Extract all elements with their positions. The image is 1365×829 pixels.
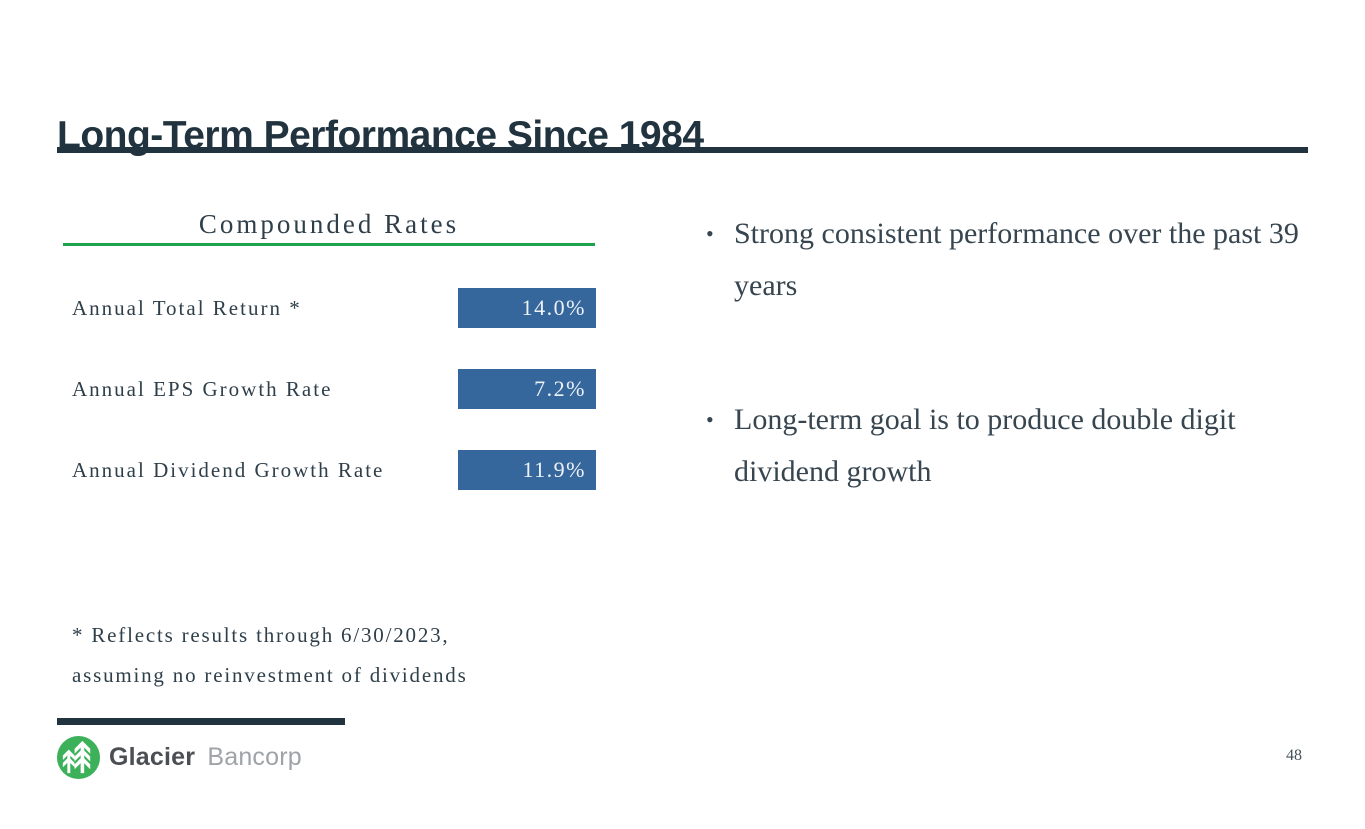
- rate-value-bar: 14.0%: [458, 288, 596, 328]
- bullet-list: • Strong consistent performance over the…: [706, 208, 1318, 580]
- compounded-rates-heading: Compounded Rates: [198, 209, 460, 239]
- bullet-text: Long-term goal is to produce double digi…: [734, 403, 1236, 488]
- logo-text-bancorp: Bancorp: [207, 743, 302, 771]
- rate-value: 14.0%: [521, 295, 586, 320]
- footnote-line: * Reflects results through 6/30/2023,: [72, 623, 450, 647]
- footnote: * Reflects results through 6/30/2023, as…: [72, 615, 612, 695]
- title-underline: [57, 147, 1308, 153]
- logo-wordmark: Glacier Bancorp: [109, 743, 302, 772]
- rate-row-total-return: Annual Total Return * 14.0%: [0, 288, 640, 328]
- bullet-text: Strong consistent performance over the p…: [734, 217, 1299, 302]
- green-accent-rule: [63, 243, 595, 246]
- rate-row-eps-growth: Annual EPS Growth Rate 7.2%: [0, 369, 640, 409]
- rate-label: Annual Dividend Growth Rate: [72, 458, 385, 482]
- rate-label: Annual EPS Growth Rate: [72, 377, 333, 401]
- glacier-bancorp-logo: Glacier Bancorp: [57, 736, 302, 779]
- footnote-line: assuming no reinvestment of dividends: [72, 663, 468, 687]
- page-number: 48: [1286, 747, 1302, 764]
- evergreen-tree-icon: [57, 736, 100, 779]
- logo-text-glacier: Glacier: [109, 743, 196, 771]
- bullet-item: • Strong consistent performance over the…: [706, 208, 1318, 312]
- rate-value-bar: 11.9%: [458, 450, 596, 490]
- rate-value-bar: 7.2%: [458, 369, 596, 409]
- rate-value: 7.2%: [534, 376, 586, 401]
- rate-value: 11.9%: [522, 457, 586, 482]
- bullet-marker: •: [706, 221, 714, 246]
- rate-row-dividend-growth: Annual Dividend Growth Rate 11.9%: [0, 450, 640, 490]
- footer-accent-bar: [57, 718, 345, 725]
- bullet-item: • Long-term goal is to produce double di…: [706, 394, 1318, 498]
- rate-label: Annual Total Return *: [72, 296, 302, 320]
- bullet-marker: •: [706, 407, 714, 432]
